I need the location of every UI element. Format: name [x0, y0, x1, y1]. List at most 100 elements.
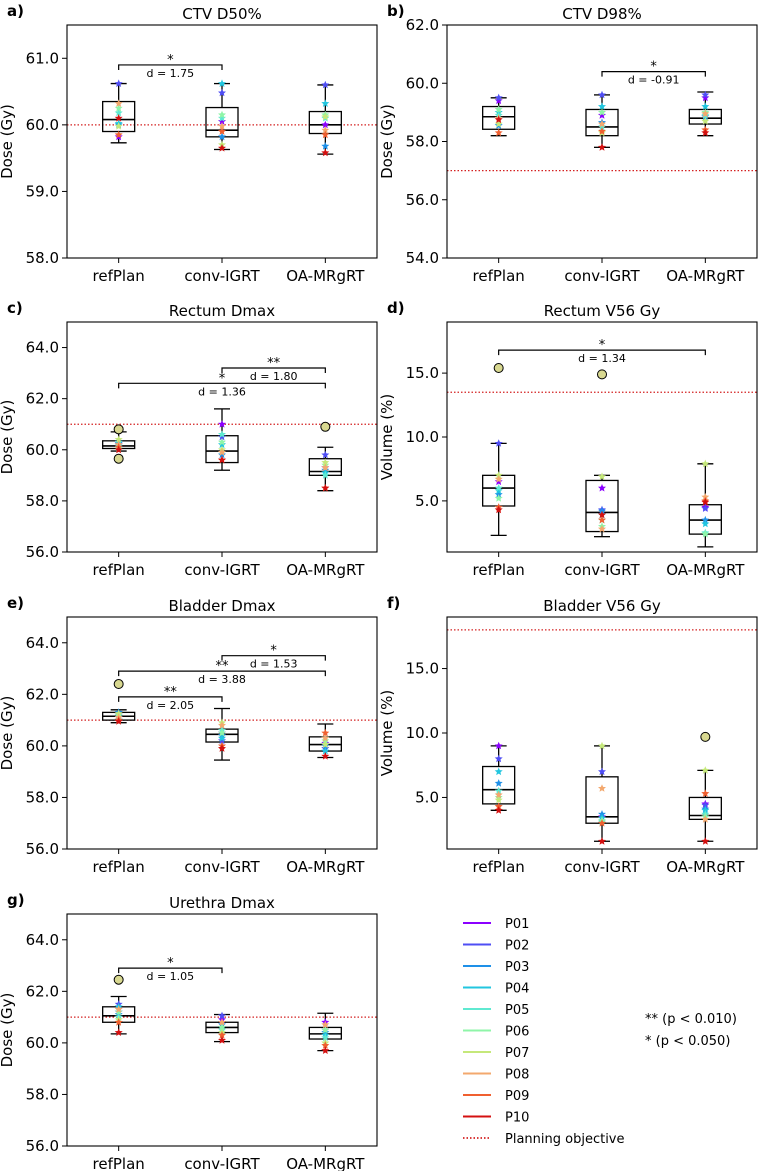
- significance-stars: *: [270, 644, 277, 659]
- patient-point-P07: [598, 741, 606, 750]
- patient-point-P03: [494, 779, 503, 787]
- significance-bracket: **d = 1.80: [221, 356, 326, 383]
- patient-point-P10: [114, 1028, 123, 1036]
- patient-point-P04: [701, 806, 710, 814]
- boxplot-OA-MRgRT: [308, 80, 342, 157]
- x-tick-label: refPlan: [93, 1155, 145, 1171]
- patient-point-P08: [218, 721, 226, 729]
- boxplot-conv-IGRT: [205, 707, 239, 761]
- patient-point-P10: [114, 114, 123, 122]
- patient-point-P01: [494, 96, 503, 105]
- patient-point-P01: [218, 117, 226, 125]
- patient-point-P06: [321, 1025, 330, 1034]
- y-tick-label: 62.0: [26, 390, 59, 408]
- x-tick-label: refPlan: [93, 561, 145, 579]
- panel-title: CTV D50%: [182, 5, 262, 23]
- patient-point-P04: [701, 519, 710, 528]
- patient-point-P01: [321, 120, 330, 129]
- effect-size-label: d = 3.88: [198, 673, 246, 686]
- panel-title: Bladder V56 Gy: [543, 597, 661, 615]
- significance-bracket: *d = 1.36: [118, 371, 326, 398]
- patient-point-P10: [701, 128, 710, 137]
- x-tick-label: OA-MRgRT: [286, 267, 365, 285]
- x-tick-label: OA-MRgRT: [286, 1155, 365, 1171]
- y-axis-label: Dose (Gy): [0, 104, 16, 179]
- panel-b: b) CTV D98% 54.0 56.0 58.0 60.0 62.0 Dose (Gy) r…: [378, 2, 758, 285]
- patient-point-P07: [321, 112, 330, 121]
- patient-point-P05: [494, 483, 503, 492]
- significance-bracket: *d = 1.05: [118, 956, 223, 983]
- outlier-point: [597, 369, 607, 380]
- y-tick-label: 64.0: [26, 339, 59, 357]
- bracket-line: [601, 70, 706, 77]
- x-tick-label: conv-IGRT: [564, 267, 640, 285]
- panel-label: d): [387, 299, 405, 317]
- patient-point-P09: [321, 1041, 330, 1049]
- patient-point-P02: [598, 90, 606, 99]
- x-tick-label: OA-MRgRT: [666, 561, 745, 579]
- significance-bracket: *d = 1.53: [221, 644, 326, 671]
- panel-label: e): [7, 594, 24, 612]
- x-tick-label: conv-IGRT: [184, 267, 260, 285]
- bracket-line: [221, 367, 326, 373]
- patient-point-P08: [218, 1018, 226, 1026]
- patient-point-P06: [114, 104, 123, 112]
- x-tick-label: conv-IGRT: [564, 858, 640, 876]
- patient-point-P10: [701, 837, 710, 845]
- boxplot-refPlan: [102, 974, 136, 1036]
- y-tick-label: 56.0: [26, 1137, 59, 1155]
- patient-point-P06: [218, 728, 226, 737]
- patient-point-P02: [598, 767, 606, 776]
- patient-point-P05: [598, 122, 606, 131]
- patient-point-P01: [598, 483, 606, 492]
- patient-point-P03: [494, 490, 503, 498]
- patient-point-P02: [321, 450, 330, 459]
- axes-frame: [446, 616, 758, 850]
- y-tick-label: 15.0: [406, 364, 439, 382]
- outlier-point: [113, 424, 124, 435]
- y-axis-label: Dose (Gy): [0, 400, 16, 475]
- legend-label-P03: P03: [505, 960, 529, 975]
- patient-point-P02: [114, 79, 123, 87]
- boxplot-conv-IGRT: [205, 1011, 239, 1044]
- legend-label-P09: P09: [505, 1089, 529, 1104]
- y-tick-label: 60.0: [406, 74, 439, 92]
- patient-point-P02: [701, 90, 710, 99]
- y-tick-label: 64.0: [26, 931, 59, 949]
- patient-point-P07: [494, 471, 503, 479]
- significance-bracket: *d = 1.34: [498, 338, 706, 365]
- boxplot-OA-MRgRT: [308, 1012, 342, 1054]
- patient-point-P07: [701, 459, 710, 468]
- significance-stars: *: [167, 53, 174, 68]
- y-tick-label: 61.0: [26, 49, 59, 67]
- patient-point-P10: [494, 115, 503, 124]
- patient-point-P03: [321, 142, 330, 150]
- patient-point-P06: [321, 736, 330, 745]
- patient-point-P07: [701, 766, 710, 774]
- patient-point-P08: [114, 1005, 123, 1013]
- patient-point-P04: [218, 734, 226, 742]
- bracket-line: [118, 670, 326, 677]
- boxplot-OA-MRgRT: [688, 731, 722, 845]
- y-tick-label: 60.0: [26, 441, 59, 459]
- axes-frame: [66, 321, 378, 553]
- patient-point-P05: [321, 1033, 330, 1042]
- effect-size-label: d = 2.05: [146, 699, 194, 712]
- patient-point-P01: [598, 111, 606, 119]
- significance-bracket: **d = 2.05: [118, 685, 223, 712]
- panel-title: Bladder Dmax: [168, 597, 275, 615]
- significance-bracket: *d = 1.75: [118, 53, 223, 80]
- outlier-point: [320, 421, 331, 432]
- patient-point-P07: [701, 116, 710, 125]
- panel-title: CTV D98%: [562, 5, 642, 23]
- axes-frame: [66, 24, 378, 259]
- y-tick-label: 60.0: [26, 116, 59, 134]
- boxplot-refPlan: [102, 424, 136, 464]
- legend: P01 P02 P03 P04 P05 P06 P07 P08 P09 P10 Planning o…: [463, 917, 625, 1147]
- panel-title: Rectum V56 Gy: [544, 302, 661, 320]
- axes-frame: [66, 616, 378, 850]
- patient-point-P09: [114, 1018, 123, 1026]
- patient-point-P08: [598, 119, 606, 128]
- effect-size-label: d = 1.34: [578, 352, 626, 365]
